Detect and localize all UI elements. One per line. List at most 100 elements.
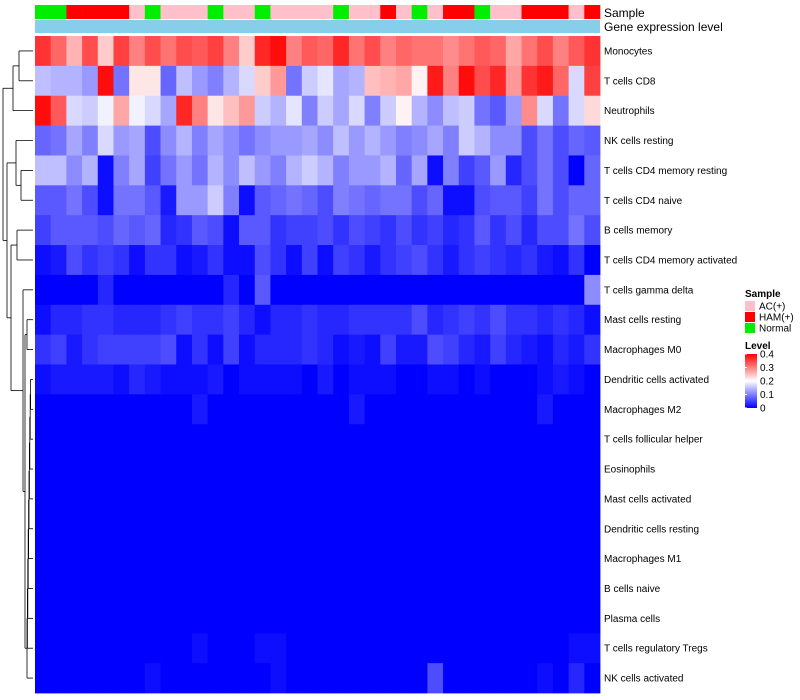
heatmap-cell	[584, 95, 601, 126]
heatmap-cell	[521, 364, 538, 395]
heatmap-cell	[552, 633, 570, 664]
heatmap-cell	[254, 483, 271, 515]
heatmap-cell	[35, 543, 52, 574]
heatmap-cell	[66, 125, 83, 156]
sample-annotation-cell	[380, 5, 397, 19]
heatmap-cell	[223, 543, 240, 574]
heatmap-cell	[537, 304, 554, 336]
heatmap-cell	[537, 573, 554, 604]
heatmap-cell	[380, 274, 397, 306]
heatmap-cell	[395, 125, 413, 156]
heatmap-cell	[239, 125, 256, 156]
heatmap-cell	[333, 185, 350, 216]
heatmap-cell	[333, 274, 350, 306]
level-legend-tick-label: 0.4	[760, 350, 774, 361]
heatmap-cell	[301, 483, 318, 515]
heatmap-cell	[239, 245, 256, 276]
heatmap-cell	[176, 663, 193, 694]
heatmap-cell	[176, 364, 193, 395]
heatmap-cell	[191, 185, 209, 216]
heatmap-cell	[50, 125, 67, 156]
heatmap-cell	[97, 454, 114, 485]
heatmap-cell	[521, 603, 538, 634]
heatmap-cell	[160, 424, 177, 455]
heatmap-cell	[82, 633, 99, 664]
heatmap-cell	[191, 543, 209, 574]
heatmap-cell	[333, 364, 350, 395]
heatmap-cell	[207, 36, 224, 67]
sample-annotation-cell	[191, 5, 208, 19]
heatmap-cell	[521, 65, 538, 97]
heatmap-cell	[317, 603, 334, 634]
heatmap-cell	[254, 454, 271, 485]
heatmap-cell	[552, 65, 570, 97]
heatmap-cell	[552, 155, 570, 186]
heatmap-cell	[317, 483, 334, 515]
heatmap-cell	[176, 155, 193, 186]
heatmap-cell	[270, 603, 287, 634]
heatmap-cell	[191, 36, 209, 67]
heatmap-cell	[129, 633, 146, 664]
heatmap-cell	[97, 274, 114, 306]
heatmap-cell	[144, 364, 161, 395]
heatmap-cell	[113, 663, 130, 694]
heatmap-cell	[207, 663, 224, 694]
heatmap-cell	[348, 424, 365, 455]
row-label: Plasma cells	[604, 614, 660, 625]
heatmap-cell	[552, 185, 570, 216]
heatmap-cell	[380, 424, 397, 455]
heatmap-cell	[458, 543, 475, 574]
heatmap-cell	[490, 483, 507, 515]
heatmap-cell	[427, 215, 444, 246]
heatmap-cell	[239, 424, 256, 455]
heatmap-cell	[443, 483, 460, 515]
heatmap-cell	[537, 394, 554, 425]
heatmap-cell	[176, 334, 193, 365]
heatmap-cell	[490, 65, 507, 97]
heatmap-cell	[223, 125, 240, 156]
heatmap-cell	[254, 95, 271, 126]
sample-annotation-cell	[176, 5, 193, 19]
heatmap-cell	[270, 633, 287, 664]
heatmap-cell	[286, 36, 303, 67]
heatmap-cell	[113, 394, 130, 425]
heatmap-cell	[552, 663, 570, 694]
heatmap-cell	[35, 424, 52, 455]
heatmap-cell	[411, 364, 428, 395]
heatmap-cell	[521, 483, 538, 515]
sample-annotation-cell	[521, 5, 538, 19]
heatmap-cell	[395, 36, 413, 67]
row-label: T cells CD4 memory activated	[604, 255, 737, 266]
heatmap-cell	[66, 274, 83, 306]
heatmap-cell	[552, 454, 570, 485]
heatmap-cell	[129, 364, 146, 395]
heatmap-cell	[66, 633, 83, 664]
heatmap-cell	[380, 513, 397, 545]
heatmap-cell	[474, 185, 491, 216]
heatmap-cell	[521, 185, 538, 216]
heatmap-cell	[35, 334, 52, 365]
heatmap-cell	[35, 95, 52, 126]
heatmap-cell	[333, 334, 350, 365]
sample-annotation-cell	[317, 5, 334, 19]
heatmap-cell	[129, 454, 146, 485]
heatmap-cell	[584, 304, 601, 336]
heatmap-cell	[474, 543, 491, 574]
heatmap-cell	[113, 95, 130, 126]
heatmap-cell	[82, 215, 99, 246]
heatmap-cell	[286, 603, 303, 634]
heatmap-cell	[411, 394, 428, 425]
heatmap-cell	[505, 483, 522, 515]
heatmap-cell	[286, 334, 303, 365]
heatmap-cell	[191, 274, 209, 306]
heatmap-cell	[458, 95, 475, 126]
heatmap-cell	[317, 663, 334, 694]
heatmap-cell	[286, 394, 303, 425]
heatmap-cell	[411, 543, 428, 574]
heatmap-cell	[129, 215, 146, 246]
heatmap-cell	[505, 65, 522, 97]
heatmap-cell	[35, 125, 52, 156]
heatmap-cell	[97, 543, 114, 574]
heatmap-cell	[537, 334, 554, 365]
heatmap-cell	[82, 274, 99, 306]
